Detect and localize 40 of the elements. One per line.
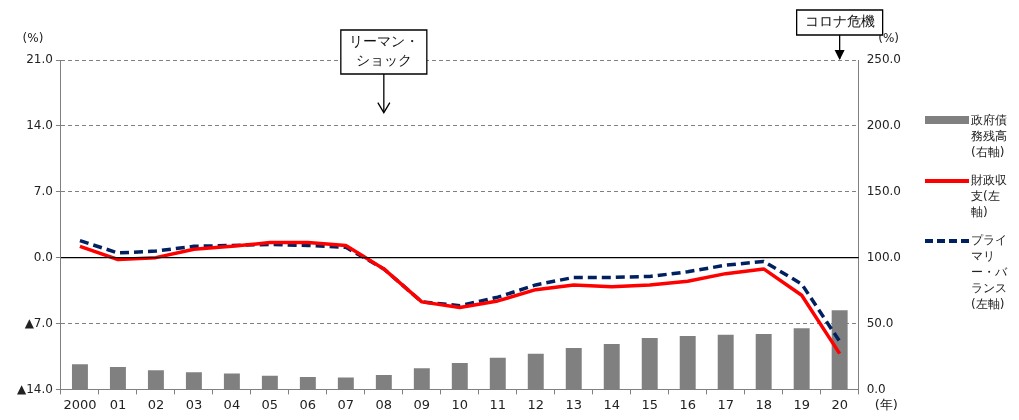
x-tick-label: 02 xyxy=(147,396,165,412)
x-tick-label: 15 xyxy=(641,396,658,412)
x-tick-label: 09 xyxy=(413,396,431,412)
x-tick-label: 07 xyxy=(337,396,355,412)
y2-tick-label: 200.0 xyxy=(866,118,902,132)
y2-tick-label: 0.0 xyxy=(866,381,886,396)
y2-tick-label: 50.0 xyxy=(866,315,894,330)
x-tick-label: 05 xyxy=(261,396,279,412)
y2-tick-label: 250.0 xyxy=(866,52,902,67)
x-tick-label: 04 xyxy=(223,396,241,412)
x-tick-label: 2000 xyxy=(63,396,97,412)
legend-label: 政府債務残高(右軸) xyxy=(971,112,1008,160)
y-tick-label: 21.0 xyxy=(26,52,53,67)
y2-tick-label: 100.0 xyxy=(866,249,902,264)
x-axis-title: (年) xyxy=(874,397,898,413)
x-tick-label: 20 xyxy=(831,396,848,412)
x-tick-label: 17 xyxy=(717,396,734,412)
y-tick-label: ▲7.0 xyxy=(24,315,53,330)
x-tick-label: 12 xyxy=(527,396,545,412)
text: コロナ危機 xyxy=(804,13,875,30)
y2-tick-label: 150.0 xyxy=(866,183,902,198)
y-tick-label: ▲14.0 xyxy=(16,381,53,396)
y-axis-title: (%) xyxy=(22,31,44,45)
x-tick-label: 14 xyxy=(603,396,621,412)
annotation: リーマン・ショック xyxy=(348,33,419,69)
x-tick-label: 18 xyxy=(755,396,772,412)
x-tick-label: 06 xyxy=(299,396,317,412)
legend-label: プライマリー・バランス(左軸) xyxy=(971,232,1008,312)
y-tick-label: 0.0 xyxy=(33,249,53,264)
x-tick-label: 16 xyxy=(679,396,696,412)
x-tick-label: 13 xyxy=(565,396,583,412)
legend-label: 財政収支(左軸) xyxy=(971,172,1008,220)
x-tick-label: 10 xyxy=(451,396,469,412)
y-tick-label: 7.0 xyxy=(33,183,53,198)
y-tick-label: 14.0 xyxy=(26,118,53,132)
x-tick-label: 08 xyxy=(375,396,393,412)
x-tick-label: 11 xyxy=(489,396,507,412)
x-tick-label: 19 xyxy=(793,396,810,412)
x-tick-label: 03 xyxy=(185,396,203,412)
x-tick-label: 01 xyxy=(109,396,127,412)
